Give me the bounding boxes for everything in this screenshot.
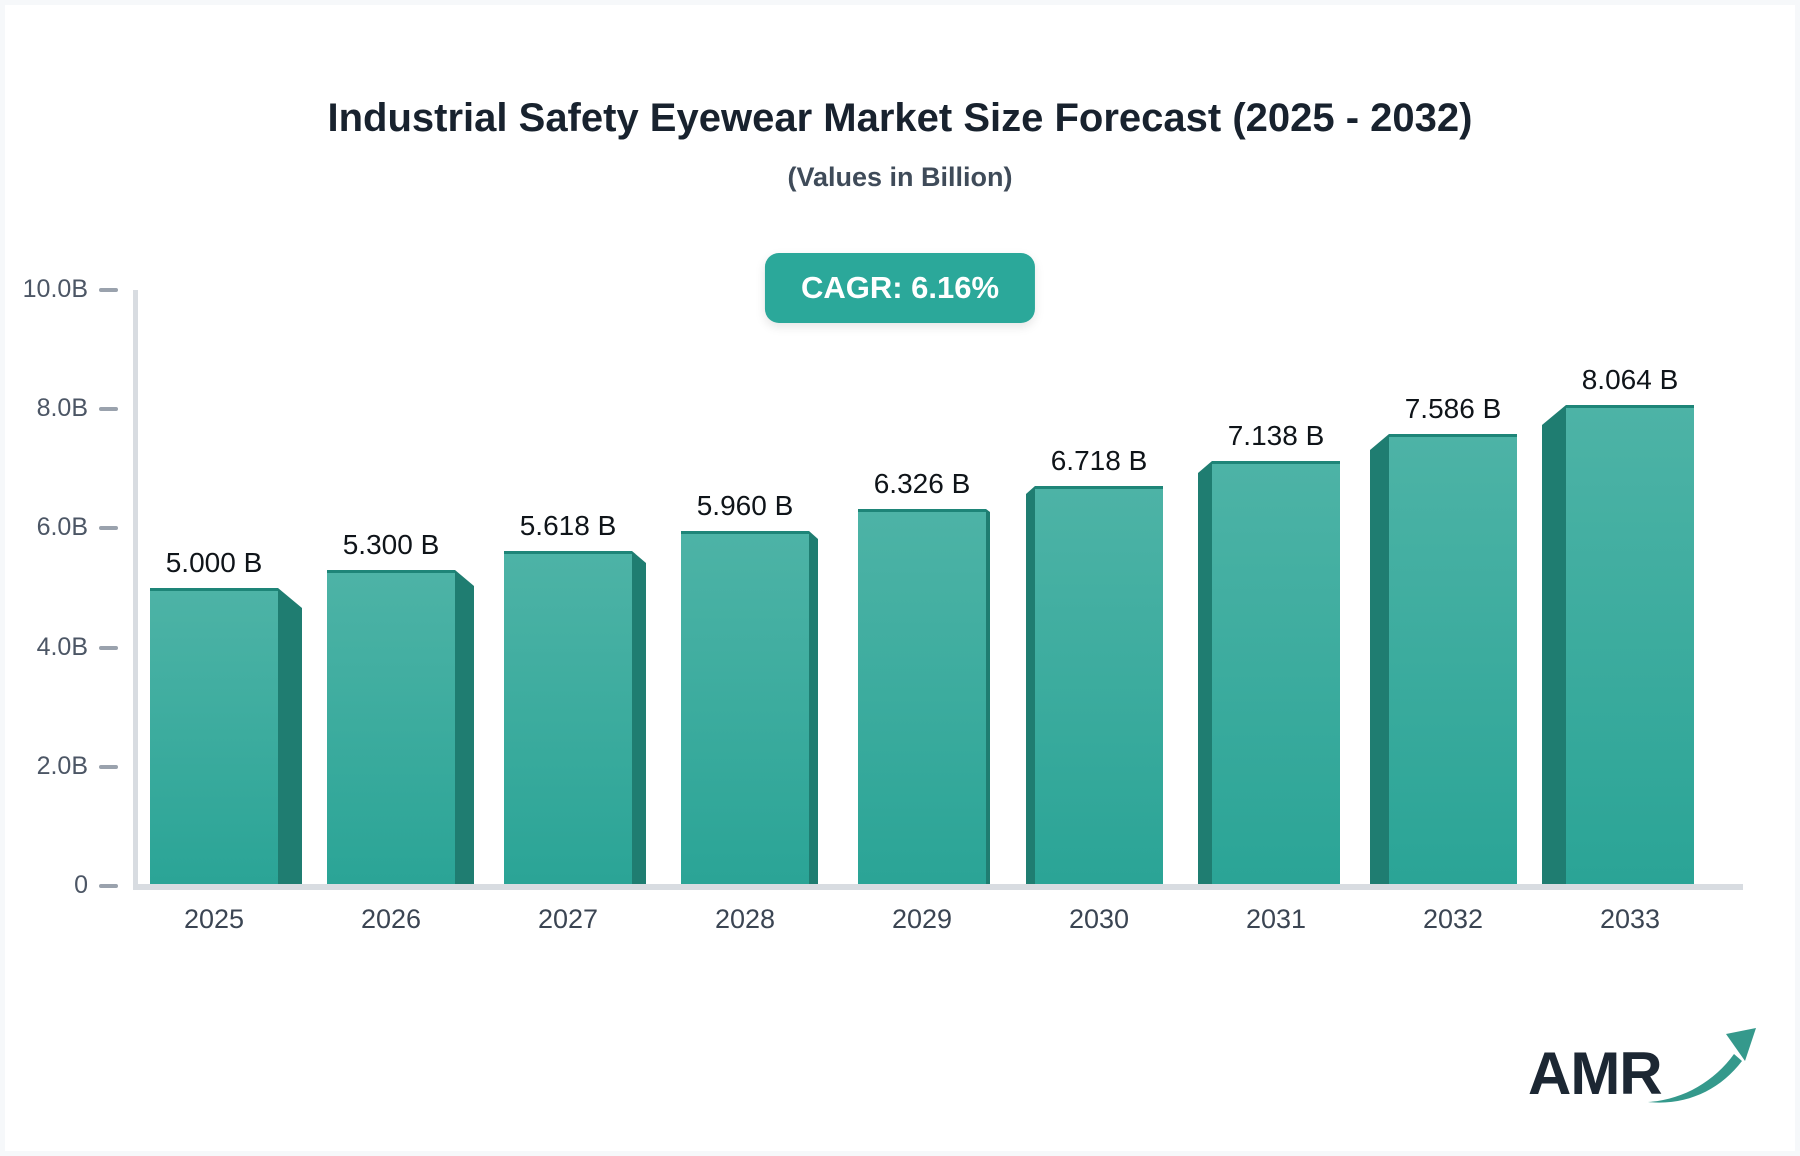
bar-value-label: 6.718 B bbox=[1050, 445, 1148, 476]
cagr-badge: CAGR: 6.16% bbox=[764, 253, 1036, 323]
y-tick-label: 4.0B bbox=[36, 632, 88, 661]
x-tick-label: 2029 bbox=[891, 904, 953, 934]
bar-2032 bbox=[1389, 434, 1517, 888]
bar-value-label: 8.064 B bbox=[1581, 364, 1679, 395]
y-axis-line bbox=[133, 290, 138, 889]
y-tick-mark bbox=[99, 526, 118, 531]
bar-value-label: 5.000 B bbox=[165, 547, 263, 578]
x-tick-label: 2032 bbox=[1422, 904, 1484, 934]
bar-3d-side bbox=[1198, 461, 1212, 888]
bar-2033 bbox=[1566, 405, 1694, 888]
y-tick-mark bbox=[99, 764, 118, 769]
x-tick-label: 2031 bbox=[1245, 904, 1307, 934]
bar-3d-side bbox=[278, 588, 302, 888]
bar-value-label: 5.960 B bbox=[696, 490, 794, 521]
x-tick-label: 2027 bbox=[537, 904, 599, 934]
bar-3d-side bbox=[1370, 434, 1389, 888]
bar-3d-side bbox=[632, 551, 646, 888]
growth-arrow-icon bbox=[1647, 1028, 1756, 1103]
x-tick-label: 2025 bbox=[183, 904, 245, 934]
bar-2026 bbox=[327, 570, 455, 888]
bar-2030 bbox=[1035, 486, 1163, 888]
chart-title: Industrial Safety Eyewear Market Size Fo… bbox=[327, 96, 1473, 140]
bar-2029 bbox=[858, 509, 986, 888]
y-tick-mark bbox=[99, 407, 118, 412]
x-tick-label: 2026 bbox=[360, 904, 422, 934]
bar-2025 bbox=[150, 588, 278, 888]
amr-logo-text: AMR bbox=[1528, 1040, 1663, 1107]
y-tick-label: 2.0B bbox=[36, 751, 88, 780]
bar-3d-side bbox=[455, 570, 474, 888]
bar-3d-side bbox=[1542, 405, 1566, 888]
bar-3d-side bbox=[809, 531, 818, 888]
y-tick-label: 10.0B bbox=[22, 275, 88, 303]
y-tick-mark bbox=[99, 288, 118, 292]
bar-value-label: 5.618 B bbox=[519, 510, 617, 541]
y-tick-mark bbox=[99, 884, 118, 888]
bar-2028 bbox=[681, 531, 809, 888]
y-tick-mark bbox=[99, 645, 118, 650]
amr-logo: AMR bbox=[1528, 1028, 1758, 1104]
bar-2031 bbox=[1212, 461, 1340, 888]
y-tick-label: 6.0B bbox=[36, 513, 88, 542]
bar-3d-side bbox=[986, 509, 990, 888]
x-tick-label: 2030 bbox=[1068, 904, 1130, 934]
bar-3d-side bbox=[1026, 486, 1035, 888]
bar-2027 bbox=[504, 551, 632, 888]
chart-subtitle: (Values in Billion) bbox=[787, 162, 1013, 192]
bar-value-label: 6.326 B bbox=[873, 468, 971, 499]
y-tick-label: 8.0B bbox=[36, 394, 88, 423]
x-tick-label: 2028 bbox=[714, 904, 776, 934]
x-axis-line bbox=[133, 884, 1743, 890]
y-tick-label: 0 bbox=[74, 871, 88, 899]
bar-value-label: 7.586 B bbox=[1404, 393, 1502, 424]
cagr-badge-label: CAGR: 6.16% bbox=[800, 270, 1000, 305]
bar-value-label: 7.138 B bbox=[1227, 420, 1325, 451]
x-tick-label: 2033 bbox=[1599, 904, 1661, 934]
bar-value-label: 5.300 B bbox=[342, 529, 440, 560]
